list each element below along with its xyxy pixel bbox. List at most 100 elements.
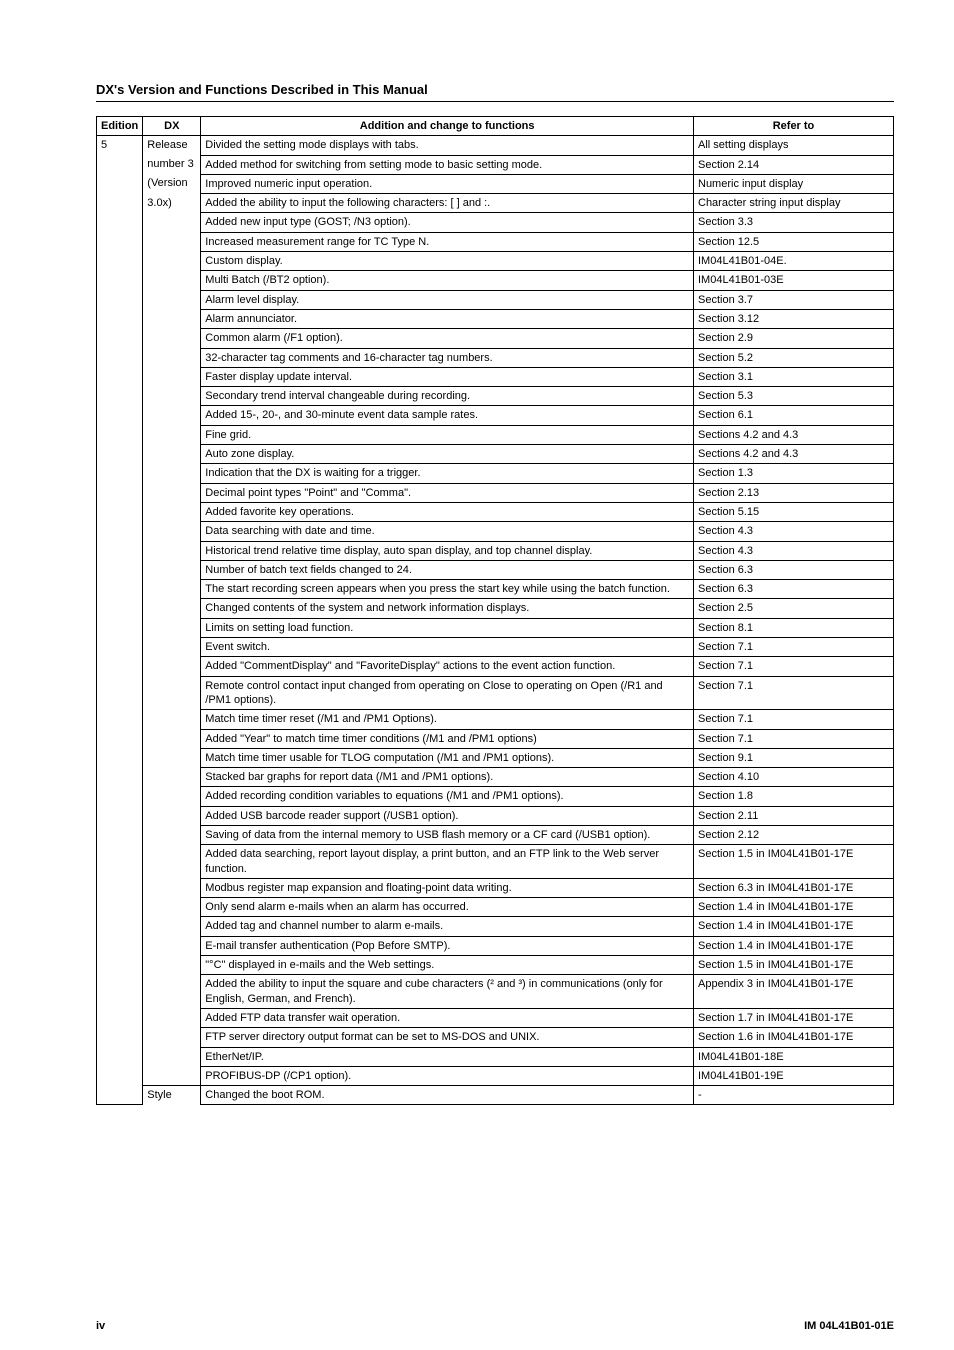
- refer-cell: Appendix 3 in IM04L41B01-17E: [694, 975, 894, 1009]
- refer-cell: Section 1.8: [694, 787, 894, 806]
- table-row: Data searching with date and time.Sectio…: [97, 522, 894, 541]
- refer-cell: IM04L41B01-18E: [694, 1047, 894, 1066]
- table-row: "°C" displayed in e-mails and the Web se…: [97, 956, 894, 975]
- table-row: Custom display.IM04L41B01-04E.: [97, 252, 894, 271]
- table-row: The start recording screen appears when …: [97, 580, 894, 599]
- section-title: DX's Version and Functions Described in …: [96, 82, 894, 102]
- refer-cell: Section 1.5 in IM04L41B01-17E: [694, 845, 894, 879]
- refer-cell: Section 3.3: [694, 213, 894, 232]
- table-row: Only send alarm e-mails when an alarm ha…: [97, 898, 894, 917]
- function-cell: Added data searching, report layout disp…: [201, 845, 694, 879]
- table-row: 32-character tag comments and 16-charact…: [97, 348, 894, 367]
- table-row: Event switch.Section 7.1: [97, 638, 894, 657]
- refer-cell: Section 4.10: [694, 768, 894, 787]
- table-row: Added "CommentDisplay" and "FavoriteDisp…: [97, 657, 894, 676]
- function-cell: Alarm annunciator.: [201, 309, 694, 328]
- table-row: 3.0x)Added the ability to input the foll…: [97, 194, 894, 213]
- function-cell: PROFIBUS-DP (/CP1 option).: [201, 1066, 694, 1085]
- dx-cell: (Version: [143, 174, 201, 193]
- refer-cell: IM04L41B01-03E: [694, 271, 894, 290]
- table-row: Increased measurement range for TC Type …: [97, 232, 894, 251]
- page: DX's Version and Functions Described in …: [0, 0, 954, 1350]
- function-cell: Only send alarm e-mails when an alarm ha…: [201, 898, 694, 917]
- function-cell: Match time timer usable for TLOG computa…: [201, 748, 694, 767]
- function-cell: Fine grid.: [201, 425, 694, 444]
- function-cell: EtherNet/IP.: [201, 1047, 694, 1066]
- table-row: Added new input type (GOST; /N3 option).…: [97, 213, 894, 232]
- function-cell: Changed contents of the system and netwo…: [201, 599, 694, 618]
- function-cell: Added favorite key operations.: [201, 502, 694, 521]
- table-row: Indication that the DX is waiting for a …: [97, 464, 894, 483]
- refer-cell: Section 3.1: [694, 367, 894, 386]
- refer-cell: Section 1.3: [694, 464, 894, 483]
- refer-cell: Section 2.9: [694, 329, 894, 348]
- refer-cell: Section 6.3: [694, 560, 894, 579]
- function-cell: Historical trend relative time display, …: [201, 541, 694, 560]
- function-cell: Added recording condition variables to e…: [201, 787, 694, 806]
- table-row: Added USB barcode reader support (/USB1 …: [97, 806, 894, 825]
- function-cell: Added "CommentDisplay" and "FavoriteDisp…: [201, 657, 694, 676]
- function-cell: Modbus register map expansion and floati…: [201, 878, 694, 897]
- function-cell: Event switch.: [201, 638, 694, 657]
- refer-cell: Section 5.15: [694, 502, 894, 521]
- table-row: number 3Added method for switching from …: [97, 155, 894, 174]
- refer-cell: Section 7.1: [694, 638, 894, 657]
- table-row: Secondary trend interval changeable duri…: [97, 387, 894, 406]
- function-cell: Added method for switching from setting …: [201, 155, 694, 174]
- table-row: Number of batch text fields changed to 2…: [97, 560, 894, 579]
- function-cell: Remote control contact input changed fro…: [201, 676, 694, 710]
- table-row: EtherNet/IP.IM04L41B01-18E: [97, 1047, 894, 1066]
- function-cell: "°C" displayed in e-mails and the Web se…: [201, 956, 694, 975]
- refer-cell: Section 4.3: [694, 541, 894, 560]
- refer-cell: Section 12.5: [694, 232, 894, 251]
- function-cell: Added USB barcode reader support (/USB1 …: [201, 806, 694, 825]
- table-row: Added the ability to input the square an…: [97, 975, 894, 1009]
- table-row: Alarm level display.Section 3.7: [97, 290, 894, 309]
- table-row: Historical trend relative time display, …: [97, 541, 894, 560]
- table-row: Added FTP data transfer wait operation.S…: [97, 1008, 894, 1027]
- edition-cell: 5: [97, 136, 143, 1105]
- function-cell: Added the ability to input the following…: [201, 194, 694, 213]
- dx-cell: 3.0x): [143, 194, 201, 1086]
- refer-cell: Numeric input display: [694, 174, 894, 193]
- page-footer: iv IM 04L41B01-01E: [96, 1320, 894, 1332]
- refer-cell: Section 2.13: [694, 483, 894, 502]
- page-number: iv: [96, 1320, 105, 1332]
- table-row: Match time timer reset (/M1 and /PM1 Opt…: [97, 710, 894, 729]
- table-row: Added data searching, report layout disp…: [97, 845, 894, 879]
- function-cell: Saving of data from the internal memory …: [201, 825, 694, 844]
- refer-cell: Section 3.7: [694, 290, 894, 309]
- table-row: Modbus register map expansion and floati…: [97, 878, 894, 897]
- refer-cell: Section 7.1: [694, 657, 894, 676]
- table-row: Added 15-, 20-, and 30-minute event data…: [97, 406, 894, 425]
- refer-cell: Section 6.3 in IM04L41B01-17E: [694, 878, 894, 897]
- table-row: Auto zone display.Sections 4.2 and 4.3: [97, 445, 894, 464]
- table-row: FTP server directory output format can b…: [97, 1028, 894, 1047]
- function-cell: E-mail transfer authentication (Pop Befo…: [201, 936, 694, 955]
- refer-cell: Section 2.12: [694, 825, 894, 844]
- function-cell: Divided the setting mode displays with t…: [201, 136, 694, 155]
- function-cell: The start recording screen appears when …: [201, 580, 694, 599]
- function-cell: Multi Batch (/BT2 option).: [201, 271, 694, 290]
- table-row: Decimal point types "Point" and "Comma".…: [97, 483, 894, 502]
- table-row: Faster display update interval.Section 3…: [97, 367, 894, 386]
- refer-cell: Section 9.1: [694, 748, 894, 767]
- function-cell: Secondary trend interval changeable duri…: [201, 387, 694, 406]
- refer-cell: Section 2.14: [694, 155, 894, 174]
- refer-cell: -: [694, 1086, 894, 1105]
- function-cell: Number of batch text fields changed to 2…: [201, 560, 694, 579]
- refer-cell: Section 6.3: [694, 580, 894, 599]
- table-row: Multi Batch (/BT2 option).IM04L41B01-03E: [97, 271, 894, 290]
- function-cell: Match time timer reset (/M1 and /PM1 Opt…: [201, 710, 694, 729]
- refer-cell: Section 5.3: [694, 387, 894, 406]
- refer-cell: Section 3.12: [694, 309, 894, 328]
- table-row: Remote control contact input changed fro…: [97, 676, 894, 710]
- refer-cell: All setting displays: [694, 136, 894, 155]
- function-cell: Added tag and channel number to alarm e-…: [201, 917, 694, 936]
- doc-id: IM 04L41B01-01E: [804, 1320, 894, 1332]
- table-row: E-mail transfer authentication (Pop Befo…: [97, 936, 894, 955]
- table-row: Added recording condition variables to e…: [97, 787, 894, 806]
- refer-cell: IM04L41B01-04E.: [694, 252, 894, 271]
- function-cell: Alarm level display.: [201, 290, 694, 309]
- refer-cell: Section 1.4 in IM04L41B01-17E: [694, 898, 894, 917]
